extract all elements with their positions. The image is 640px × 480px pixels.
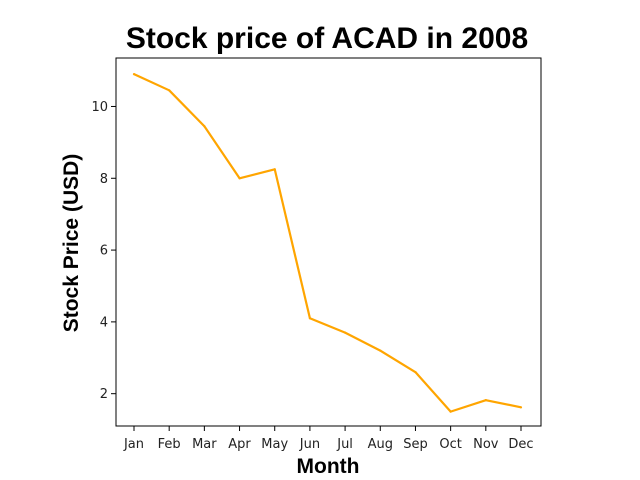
y-tick-label: 8	[100, 172, 108, 187]
series-line	[133, 73, 522, 413]
data-point	[238, 177, 241, 180]
x-axis-label: Month	[297, 455, 360, 478]
data-point	[273, 168, 276, 171]
x-tick-label: Oct	[439, 437, 461, 452]
x-axis-ticks: Jan Feb Mar Apr May Jun Jul Aug Sep Oct Nov Dec	[123, 426, 534, 452]
x-tick-label: Nov	[473, 437, 499, 452]
data-point	[132, 73, 136, 76]
plot-frame	[115, 57, 542, 427]
y-tick-label: 6	[100, 244, 108, 259]
data-point	[484, 399, 487, 402]
data-point	[449, 410, 452, 413]
x-tick-label: Jan	[123, 437, 144, 452]
y-tick-label: 2	[100, 387, 108, 402]
x-tick-label: Aug	[368, 437, 393, 452]
data-point	[379, 349, 382, 352]
data-point	[168, 89, 171, 92]
chart-title: Stock price of ACAD in 2008	[126, 22, 528, 55]
x-tick-label: Dec	[508, 437, 533, 452]
data-point	[308, 317, 312, 320]
data-point	[343, 331, 347, 334]
x-tick-label: Sep	[403, 437, 428, 452]
y-axis-label: Stock Price (USD)	[60, 154, 83, 333]
x-tick-label: Apr	[228, 437, 251, 452]
x-tick-label: Feb	[158, 437, 181, 452]
y-tick-label: 4	[100, 315, 108, 330]
y-tick-label: 10	[91, 100, 108, 115]
x-tick-label: May	[261, 437, 288, 452]
data-point	[203, 125, 206, 128]
x-tick-label: Jul	[336, 437, 353, 452]
x-tick-label: Mar	[192, 437, 217, 452]
x-tick-label: Jun	[299, 437, 320, 452]
data-point	[519, 406, 523, 409]
y-axis-ticks: 2 4 6 8 10	[91, 100, 116, 402]
series-layer	[132, 73, 523, 413]
data-point	[414, 371, 417, 374]
